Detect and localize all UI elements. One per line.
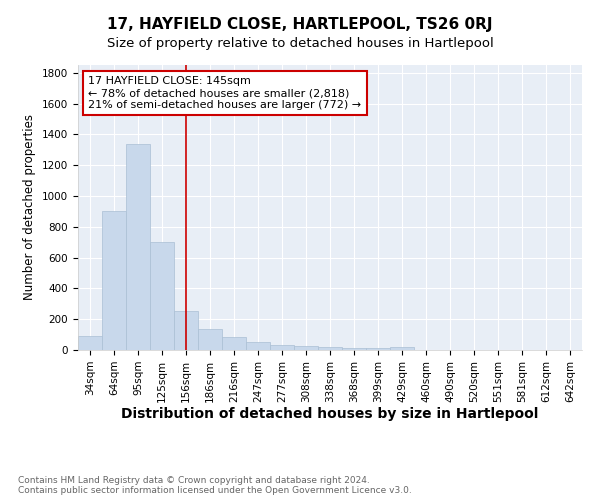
Text: Contains HM Land Registry data © Crown copyright and database right 2024.
Contai: Contains HM Land Registry data © Crown c…: [18, 476, 412, 495]
Bar: [366, 348, 390, 350]
Text: Size of property relative to detached houses in Hartlepool: Size of property relative to detached ho…: [107, 38, 493, 51]
Bar: [102, 210, 126, 350]
Bar: [390, 347, 414, 350]
Bar: [270, 346, 294, 350]
Bar: [198, 329, 222, 350]
Text: 17 HAYFIELD CLOSE: 145sqm
← 78% of detached houses are smaller (2,818)
21% of se: 17 HAYFIELD CLOSE: 145sqm ← 78% of detac…: [88, 76, 361, 110]
Bar: [174, 312, 198, 350]
Bar: [318, 347, 342, 350]
Bar: [294, 346, 318, 350]
Bar: [126, 144, 150, 350]
Bar: [150, 242, 174, 350]
X-axis label: Distribution of detached houses by size in Hartlepool: Distribution of detached houses by size …: [121, 408, 539, 422]
Bar: [342, 348, 366, 350]
Text: 17, HAYFIELD CLOSE, HARTLEPOOL, TS26 0RJ: 17, HAYFIELD CLOSE, HARTLEPOOL, TS26 0RJ: [107, 18, 493, 32]
Bar: [78, 336, 102, 350]
Bar: [222, 337, 246, 350]
Bar: [246, 342, 270, 350]
Y-axis label: Number of detached properties: Number of detached properties: [23, 114, 37, 300]
